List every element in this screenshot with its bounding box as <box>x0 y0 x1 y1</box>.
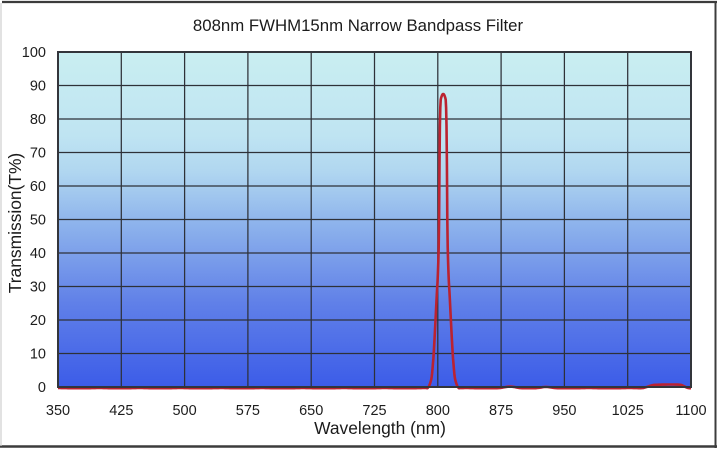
svg-text:20: 20 <box>30 313 46 329</box>
svg-text:350: 350 <box>46 403 70 419</box>
svg-text:80: 80 <box>30 112 46 128</box>
svg-text:1025: 1025 <box>612 403 644 419</box>
svg-text:800: 800 <box>426 403 450 419</box>
svg-text:70: 70 <box>30 146 46 162</box>
svg-text:40: 40 <box>30 246 46 262</box>
svg-text:60: 60 <box>30 179 46 195</box>
svg-text:50: 50 <box>30 213 46 229</box>
svg-text:725: 725 <box>362 403 386 419</box>
svg-text:425: 425 <box>109 403 133 419</box>
svg-text:Transmission(T%): Transmission(T%) <box>5 153 25 293</box>
svg-text:100: 100 <box>22 45 46 61</box>
svg-text:875: 875 <box>489 403 513 419</box>
svg-text:0: 0 <box>38 380 46 396</box>
svg-text:575: 575 <box>236 403 260 419</box>
svg-text:10: 10 <box>30 347 46 363</box>
svg-text:950: 950 <box>552 403 576 419</box>
svg-text:808nm FWHM15nm Narrow Bandpass: 808nm FWHM15nm Narrow Bandpass Filter <box>193 16 524 35</box>
svg-text:1100: 1100 <box>675 403 706 419</box>
svg-text:Wavelength (nm): Wavelength (nm) <box>314 418 446 438</box>
svg-text:30: 30 <box>30 280 46 296</box>
svg-text:90: 90 <box>30 79 46 95</box>
svg-text:500: 500 <box>172 403 196 419</box>
svg-text:650: 650 <box>299 403 323 419</box>
